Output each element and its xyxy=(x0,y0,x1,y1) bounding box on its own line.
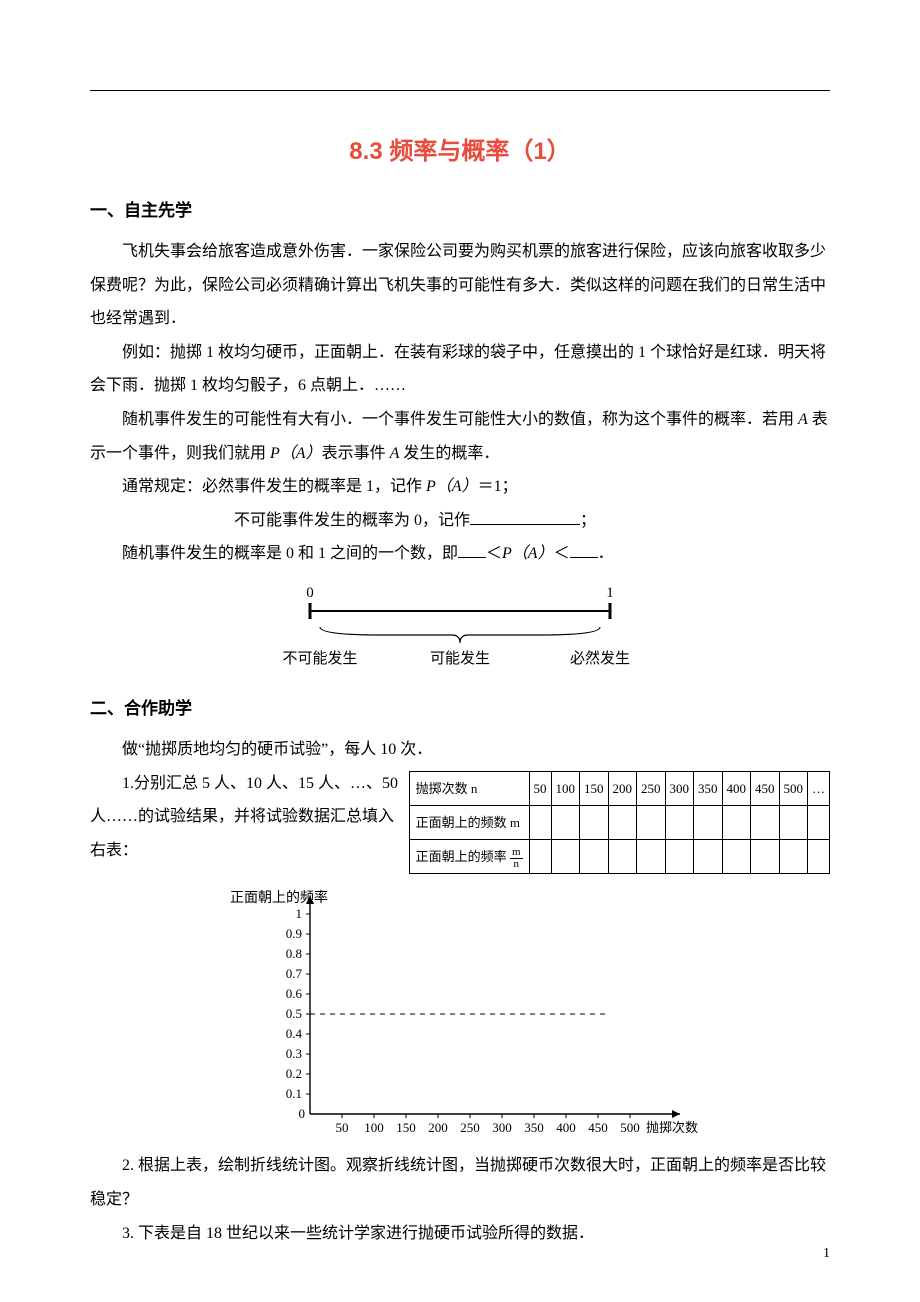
number-line-svg: 0 1 不可能发生 可能发生 必然发生 xyxy=(270,581,650,671)
nl-left: 不可能发生 xyxy=(282,650,357,667)
th-8: 400 xyxy=(722,771,751,805)
sym-A-1: A xyxy=(798,411,808,428)
s1-p3-d: 发生的概率． xyxy=(399,445,499,462)
s1-p4-a: 通常规定：必然事件发生的概率是 1，记作 xyxy=(122,478,426,495)
xt-6: 300 xyxy=(492,1120,512,1135)
table-row: 抛掷次数 n 50 100 150 200 250 300 350 400 45… xyxy=(409,771,829,805)
xt-5: 250 xyxy=(460,1120,480,1135)
yt-0: 0 xyxy=(299,1106,306,1121)
frac-num: m xyxy=(510,847,523,859)
s1-p6-a: 随机事件发生的概率是 0 和 1 之间的一个数，即 xyxy=(122,545,458,562)
page-title: 8.3 频率与概率（1） xyxy=(90,131,830,166)
yt-7: 0.7 xyxy=(286,966,303,981)
th-10: 500 xyxy=(779,771,808,805)
yt-1: 0.1 xyxy=(286,1086,302,1101)
blank-3 xyxy=(570,541,598,558)
yt-9: 0.9 xyxy=(286,926,302,941)
th-6: 300 xyxy=(665,771,694,805)
s1-p6-c: ＜ xyxy=(554,545,570,562)
th-3: 150 xyxy=(580,771,609,805)
xt-1: 50 xyxy=(336,1120,349,1135)
xt-7: 350 xyxy=(524,1120,544,1135)
coin-table: 抛掷次数 n 50 100 150 200 250 300 350 400 45… xyxy=(409,771,830,875)
table-row: 正面朝上的频率 m n xyxy=(409,840,829,874)
xt-10: 500 xyxy=(620,1120,640,1135)
th-5: 250 xyxy=(637,771,666,805)
number-line-figure: 0 1 不可能发生 可能发生 必然发生 xyxy=(90,581,830,676)
x-label: 抛掷次数 xyxy=(646,1120,698,1135)
yt-4: 0.4 xyxy=(286,1026,303,1041)
table-row: 正面朝上的频数 m xyxy=(409,805,829,839)
nl-zero: 0 xyxy=(306,585,314,601)
nl-mid: 可能发生 xyxy=(430,650,490,667)
xt-9: 450 xyxy=(588,1120,608,1135)
r3-label-a: 正面朝上的频率 xyxy=(416,849,507,864)
xt-8: 400 xyxy=(556,1120,576,1135)
s1-p6: 随机事件发生的概率是 0 和 1 之间的一个数，即 ＜P（A）＜ ． xyxy=(90,537,830,571)
s2-p3: 2. 根据上表，绘制折线统计图。观察折线统计图，当抛掷硬币次数很大时，正面朝上的… xyxy=(90,1149,830,1216)
th-7: 350 xyxy=(694,771,723,805)
section1-heading: 一、自主先学 xyxy=(90,196,830,221)
sym-PA-1: P（A） xyxy=(270,445,322,462)
th-2: 100 xyxy=(551,771,580,805)
s1-p6-d: ． xyxy=(598,545,614,562)
freq-chart-svg: 0 0.1 0.2 0.3 0.4 0.5 0.6 0.7 0.8 0.9 xyxy=(210,884,710,1142)
s1-p4: 通常规定：必然事件发生的概率是 1，记作 P（A）＝1； xyxy=(90,470,830,504)
s2-row-table: 抛掷次数 n 50 100 150 200 250 300 350 400 45… xyxy=(90,767,830,879)
s1-p5-b: ； xyxy=(580,512,596,529)
s1-p3: 随机事件发生的可能性有大有小．一个事件发生可能性大小的数值，称为这个事件的概率．… xyxy=(90,403,830,470)
yt-3: 0.3 xyxy=(286,1046,302,1061)
s1-p2: 例如：抛掷 1 枚均匀硬币，正面朝上．在装有彩球的袋子中，任意摸出的 1 个球恰… xyxy=(90,336,830,403)
s2-p1: 做“抛掷质地均匀的硬币试验”，每人 10 次． xyxy=(90,733,830,767)
s2-p4: 3. 下表是自 18 世纪以来一些统计学家进行抛硬币试验所得的数据． xyxy=(90,1217,830,1251)
sym-A-2: A xyxy=(390,445,400,462)
yt-6: 0.6 xyxy=(286,986,303,1001)
s1-p3-a: 随机事件发生的可能性有大有小．一个事件发生可能性大小的数值，称为这个事件的概率．… xyxy=(122,411,798,428)
blank-1 xyxy=(470,508,580,525)
s1-p3-c: 表示事件 xyxy=(322,445,390,462)
sym-PA-2: P（A） xyxy=(426,478,478,495)
xt-3: 150 xyxy=(396,1120,416,1135)
top-rule xyxy=(90,90,830,91)
s1-p1: 飞机失事会给旅客造成意外伤害．一家保险公司要为购买机票的旅客进行保险，应该向旅客… xyxy=(90,235,830,336)
s1-p5: 不可能事件发生的概率为 0，记作 ； xyxy=(90,504,830,538)
nl-right: 必然发生 xyxy=(570,650,630,667)
th-1: 50 xyxy=(529,771,551,805)
r2-label: 正面朝上的频数 m xyxy=(409,805,529,839)
section2-heading: 二、合作助学 xyxy=(90,694,830,719)
sym-PA-3: P（A） xyxy=(502,545,554,562)
s1-p6-b: ＜ xyxy=(486,545,502,562)
y-label: 正面朝上的频率 xyxy=(230,889,328,906)
yt-10: 1 xyxy=(296,906,303,921)
freq-chart: 0 0.1 0.2 0.3 0.4 0.5 0.6 0.7 0.8 0.9 xyxy=(90,884,830,1147)
th-11: … xyxy=(808,771,830,805)
yt-2: 0.2 xyxy=(286,1066,302,1081)
th-4: 200 xyxy=(608,771,637,805)
frac-den: n xyxy=(510,859,523,870)
yt-8: 0.8 xyxy=(286,946,302,961)
th-0: 抛掷次数 n xyxy=(409,771,529,805)
xt-2: 100 xyxy=(364,1120,384,1135)
page-number: 1 xyxy=(823,1246,830,1262)
yt-5: 0.5 xyxy=(286,1006,302,1021)
blank-2 xyxy=(458,541,486,558)
frac-mn: m n xyxy=(510,847,523,870)
xt-4: 200 xyxy=(428,1120,448,1135)
s1-p4-b: ＝1； xyxy=(478,478,518,495)
nl-one: 1 xyxy=(606,585,614,601)
s1-p5-a: 不可能事件发生的概率为 0，记作 xyxy=(234,512,470,529)
th-9: 450 xyxy=(751,771,780,805)
r3-label: 正面朝上的频率 m n xyxy=(409,840,529,874)
